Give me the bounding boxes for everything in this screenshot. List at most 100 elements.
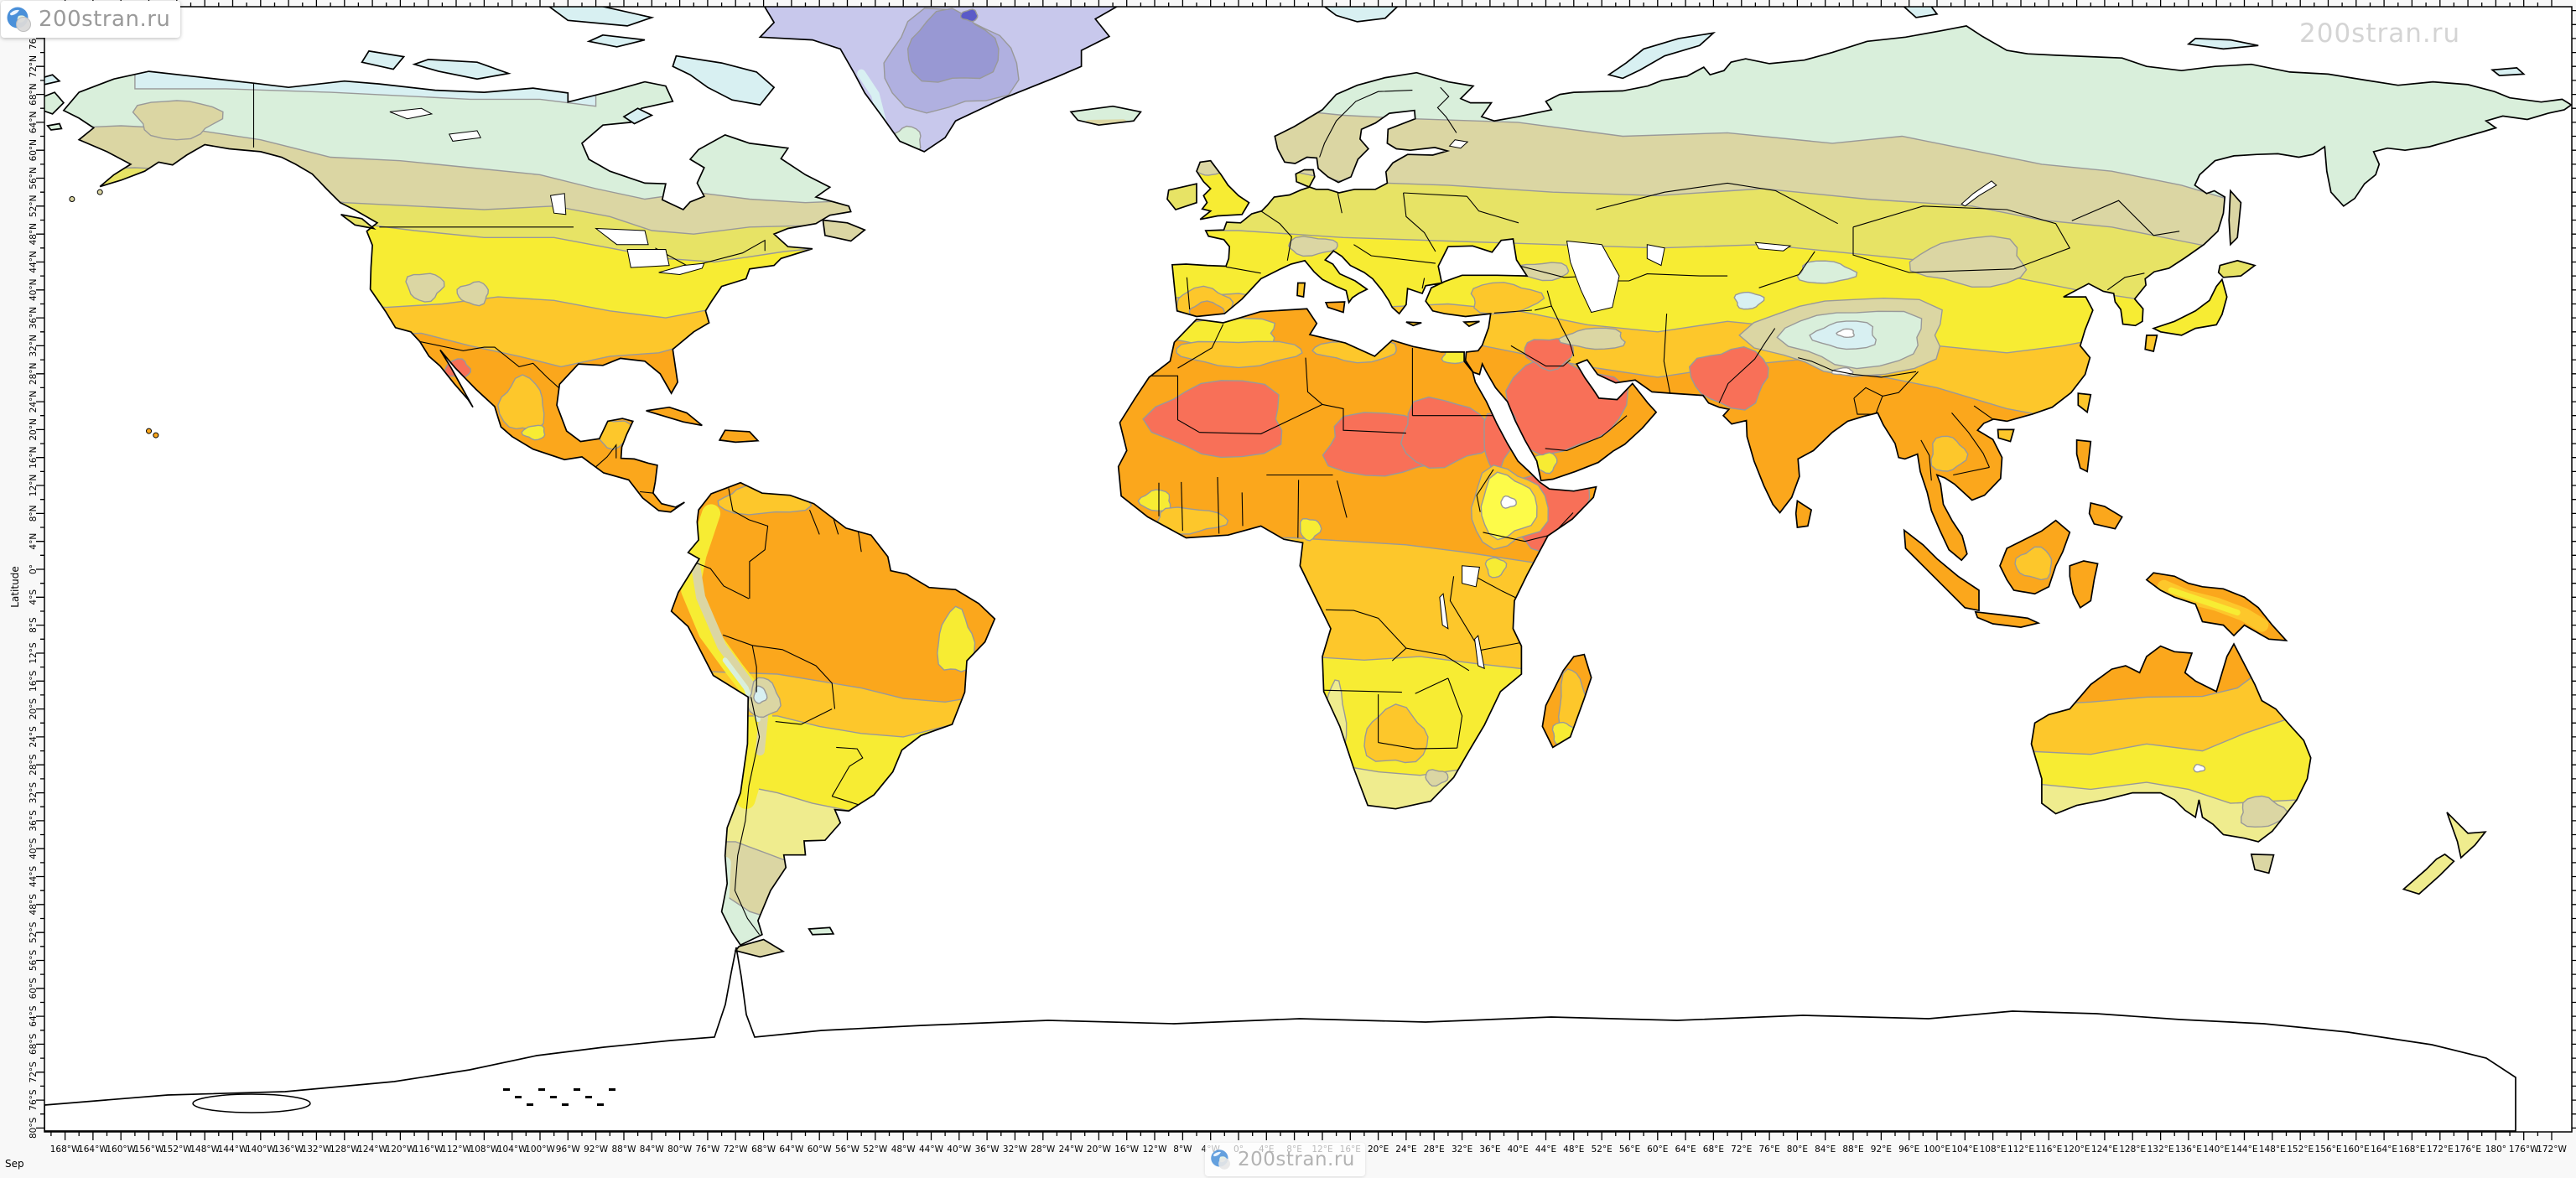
lon-tick-label: 108°W bbox=[470, 1144, 500, 1155]
lon-tick-label: 60°E bbox=[1647, 1144, 1668, 1155]
lat-tick-label: 32°N bbox=[29, 335, 39, 356]
lat-tick-label: 32°S bbox=[29, 782, 39, 804]
lon-tick-label: 52°W bbox=[863, 1144, 888, 1155]
lat-tick-label: 68°S bbox=[29, 1033, 39, 1055]
lon-tick-label: 132°E bbox=[2148, 1144, 2174, 1155]
logo-badge-top-left[interactable]: 200stran.ru bbox=[1, 1, 181, 38]
lon-tick-label: 104°E bbox=[1951, 1144, 1978, 1155]
lon-tick-label: 68°W bbox=[751, 1144, 776, 1155]
lon-tick-label: 104°W bbox=[497, 1144, 527, 1155]
lat-tick-label: 56°S bbox=[29, 950, 39, 972]
lon-tick-label: 168°E bbox=[2398, 1144, 2425, 1155]
y-axis-title: Latitude bbox=[9, 566, 21, 607]
lat-tick-label: 64°S bbox=[29, 1005, 39, 1027]
lon-tick-label: 112°E bbox=[2007, 1144, 2034, 1155]
lon-tick-label: 172°W bbox=[2537, 1144, 2567, 1155]
lon-tick-label: 140°W bbox=[246, 1144, 276, 1155]
lon-tick-label: 48°E bbox=[1563, 1144, 1584, 1155]
lon-tick-label: 56°E bbox=[1619, 1144, 1640, 1155]
lon-tick-label: 144°E bbox=[2231, 1144, 2258, 1155]
lat-tick-label: 44°N bbox=[29, 251, 39, 272]
globe-icon bbox=[1211, 1149, 1230, 1170]
lon-tick-label: 124°W bbox=[357, 1144, 387, 1155]
lat-tick-label: 16°N bbox=[29, 446, 39, 468]
lon-tick-label: 40°E bbox=[1508, 1144, 1529, 1155]
lon-tick-label: 108°E bbox=[1980, 1144, 2007, 1155]
lon-tick-label: 148°E bbox=[2259, 1144, 2286, 1155]
lon-tick-label: 176°W bbox=[2509, 1144, 2539, 1155]
lat-tick-label: 4°N bbox=[29, 533, 39, 550]
lon-tick-label: 124°E bbox=[2091, 1144, 2118, 1155]
lon-tick-label: 80°E bbox=[1787, 1144, 1808, 1155]
lon-tick-label: 164°E bbox=[2371, 1144, 2397, 1155]
lon-tick-label: 40°W bbox=[947, 1144, 972, 1155]
lat-tick-label: 24°S bbox=[29, 726, 39, 748]
lon-tick-label: 56°W bbox=[835, 1144, 860, 1155]
lat-tick-label: 76°S bbox=[29, 1089, 39, 1111]
lat-tick-label: 60°S bbox=[29, 978, 39, 999]
lon-tick-label: 60°W bbox=[808, 1144, 833, 1155]
lat-tick-label: 4°S bbox=[29, 589, 39, 605]
lat-tick-label: 56°N bbox=[29, 167, 39, 189]
lon-tick-label: 80°W bbox=[667, 1144, 693, 1155]
lon-tick-label: 100°E bbox=[1924, 1144, 1950, 1155]
lat-tick-label: 72°N bbox=[29, 55, 39, 77]
lon-tick-label: 88°E bbox=[1842, 1144, 1863, 1155]
lon-tick-label: 16°W bbox=[1114, 1144, 1140, 1155]
month-label: Sep bbox=[5, 1158, 24, 1170]
lon-tick-label: 24°E bbox=[1395, 1144, 1416, 1155]
globe-icon bbox=[7, 7, 31, 32]
axis-ticks bbox=[36, 0, 2576, 1140]
lon-tick-label: 156°E bbox=[2315, 1144, 2342, 1155]
lat-tick-label: 44°S bbox=[29, 866, 39, 888]
lat-tick-label: 60°N bbox=[29, 139, 39, 161]
lon-tick-label: 48°W bbox=[891, 1144, 917, 1155]
lon-tick-label: 160°E bbox=[2343, 1144, 2370, 1155]
lon-tick-label: 68°E bbox=[1703, 1144, 1724, 1155]
lon-tick-label: 164°W bbox=[78, 1144, 108, 1155]
watermark-text: 200stran.ru bbox=[2299, 18, 2461, 49]
lat-tick-label: 72°S bbox=[29, 1061, 39, 1083]
lon-tick-label: 12°W bbox=[1143, 1144, 1168, 1155]
lat-tick-label: 52°N bbox=[29, 195, 39, 217]
lon-tick-label: 96°E bbox=[1898, 1144, 1919, 1155]
lat-tick-label: 80°S bbox=[29, 1117, 39, 1139]
lon-tick-label: 140°E bbox=[2203, 1144, 2230, 1155]
lon-tick-label: 64°E bbox=[1675, 1144, 1696, 1155]
lat-tick-label: 64°N bbox=[29, 112, 39, 133]
lon-tick-label: 20°E bbox=[1368, 1144, 1389, 1155]
lat-tick-label: 36°N bbox=[29, 307, 39, 329]
lon-tick-label: 28°W bbox=[1031, 1144, 1056, 1155]
lon-tick-label: 28°E bbox=[1424, 1144, 1445, 1155]
lon-tick-label: 92°E bbox=[1871, 1144, 1892, 1155]
lon-tick-label: 92°W bbox=[584, 1144, 609, 1155]
lon-tick-label: 116°W bbox=[413, 1144, 444, 1155]
lon-tick-label: 148°W bbox=[190, 1144, 220, 1155]
logo-text: 200stran.ru bbox=[39, 7, 171, 32]
lon-tick-label: 72°W bbox=[724, 1144, 749, 1155]
lon-tick-label: 76°W bbox=[695, 1144, 720, 1155]
lon-tick-label: 32°E bbox=[1452, 1144, 1472, 1155]
lat-tick-label: 36°S bbox=[29, 810, 39, 832]
lat-tick-label: 24°N bbox=[29, 391, 39, 413]
lon-tick-label: 52°E bbox=[1592, 1144, 1613, 1155]
lon-tick-label: 152°E bbox=[2287, 1144, 2314, 1155]
lon-tick-label: 116°E bbox=[2035, 1144, 2062, 1155]
lon-tick-label: 136°W bbox=[273, 1144, 304, 1155]
lon-tick-label: 168°W bbox=[50, 1144, 80, 1155]
lon-tick-label: 64°W bbox=[779, 1144, 804, 1155]
lon-tick-label: 84°W bbox=[640, 1144, 665, 1155]
logo-badge-bottom-center[interactable]: 200stran.ru bbox=[1205, 1143, 1365, 1176]
lon-tick-label: 156°W bbox=[134, 1144, 164, 1155]
lon-tick-label: 88°W bbox=[612, 1144, 637, 1155]
lon-tick-label: 120°W bbox=[386, 1144, 416, 1155]
lat-tick-label: 28°N bbox=[29, 363, 39, 385]
lon-tick-label: 84°E bbox=[1815, 1144, 1836, 1155]
lon-tick-label: 132°W bbox=[302, 1144, 332, 1155]
lon-tick-label: 136°E bbox=[2175, 1144, 2202, 1155]
lon-tick-label: 152°W bbox=[162, 1144, 192, 1155]
lon-tick-label: 176°E bbox=[2454, 1144, 2481, 1155]
logo-text: 200stran.ru bbox=[1238, 1149, 1355, 1170]
